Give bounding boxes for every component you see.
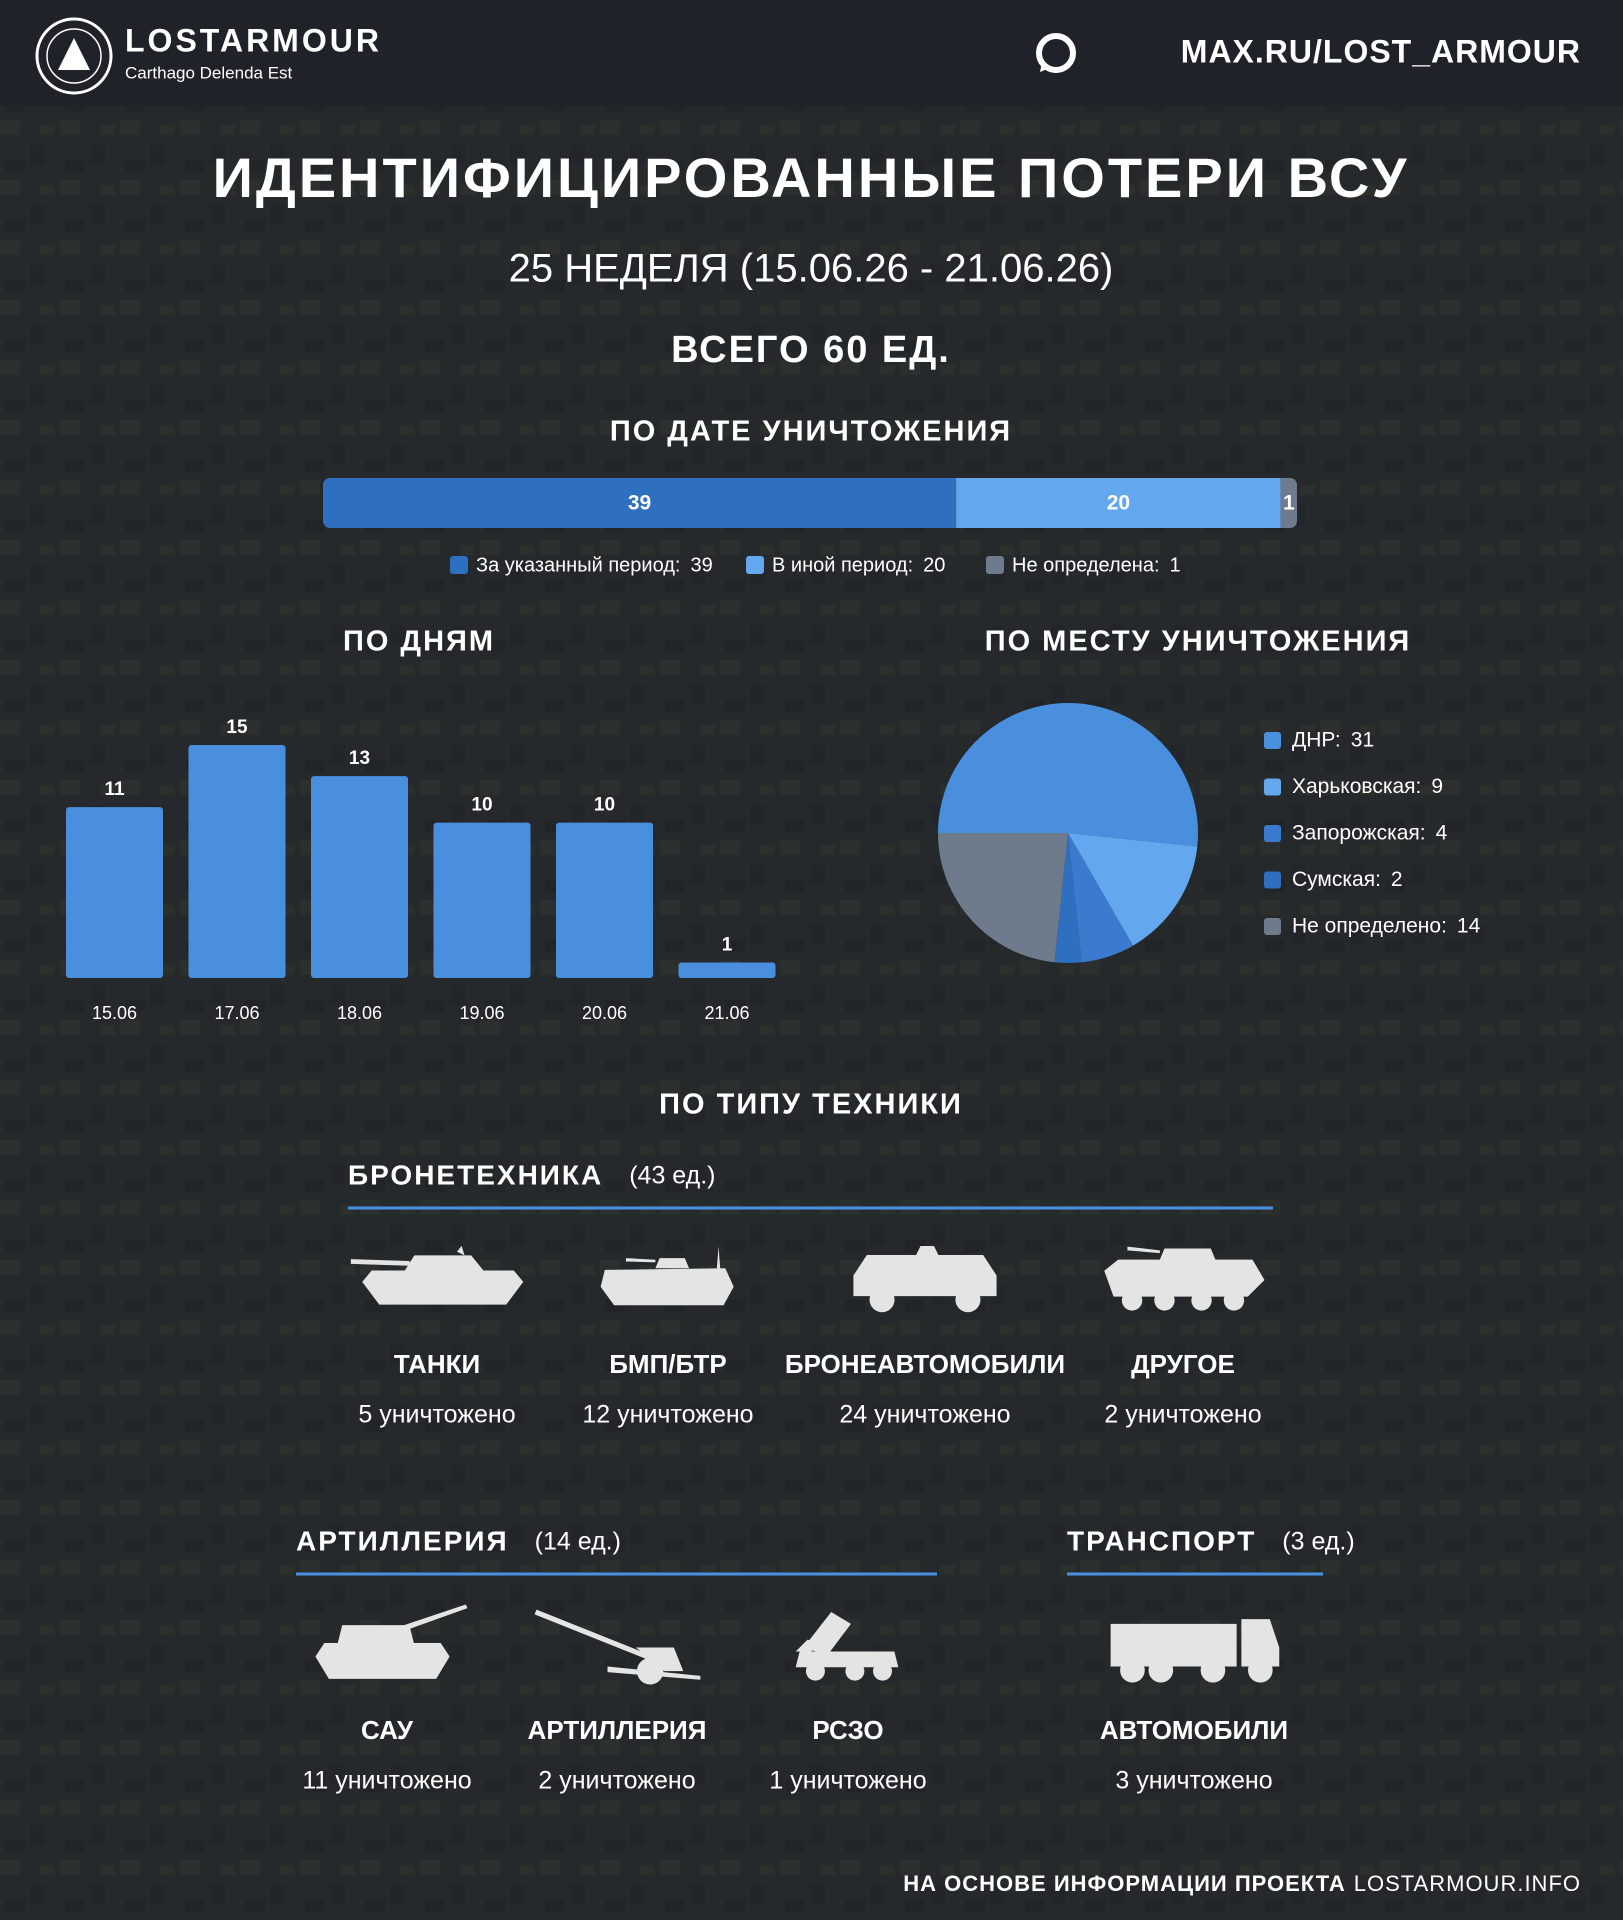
group-title: БРОНЕТЕХНИКА: [348, 1159, 603, 1190]
legend-marker: [1264, 732, 1281, 749]
item-name: АВТОМОБИЛИ: [1100, 1715, 1288, 1745]
footer-text: НА ОСНОВЕ ИНФОРМАЦИИ ПРОЕКТА: [903, 1871, 1345, 1896]
bar-value: 15: [226, 717, 248, 738]
section-title: ПО ДНЯМ: [343, 626, 495, 658]
bar-label: 39: [628, 492, 651, 515]
pie-slice: [938, 703, 1198, 847]
legend-label: Не определена:: [1012, 554, 1160, 576]
legend-marker: [1264, 871, 1281, 889]
item-name: РСЗО: [812, 1715, 883, 1745]
legend-label: Сумская:: [1292, 868, 1381, 891]
bar: [66, 807, 163, 978]
legend-marker: [1264, 918, 1281, 935]
link-icon: [1036, 33, 1076, 73]
bar: [433, 822, 531, 978]
item-name: САУ: [361, 1715, 414, 1745]
legend-marker: [450, 556, 468, 574]
legend-marker: [986, 556, 1004, 574]
item-name: АРТИЛЛЕРИЯ: [528, 1715, 707, 1745]
legend-value: 9: [1431, 775, 1443, 798]
legend-value: 20: [923, 554, 945, 576]
pie-slice: [938, 833, 1068, 963]
group-count: (43 ед.): [629, 1162, 715, 1190]
bar-value: 10: [594, 795, 615, 816]
item-count: 5 уничтожено: [358, 1401, 515, 1429]
title: ИДЕНТИФИЦИРОВАННЫЕ ПОТЕРИ ВСУ: [213, 146, 1410, 209]
group-title: ТРАНСПОРТ: [1067, 1525, 1256, 1556]
legend-label: В иной период:: [772, 554, 913, 576]
legend-label: Не определено:: [1292, 915, 1447, 938]
item-count: 24 уничтожено: [839, 1401, 1010, 1429]
item-count: 2 уничтожено: [1104, 1401, 1261, 1429]
bar-value: 11: [104, 779, 125, 800]
legend-value: 39: [691, 554, 713, 576]
legend-label: Запорожская:: [1292, 822, 1426, 845]
bar-label: 20: [1107, 492, 1130, 515]
legend-value: 4: [1436, 822, 1448, 845]
legend-marker: [1264, 825, 1281, 842]
pie-slice: [1068, 833, 1133, 963]
total: ВСЕГО 60 ЕД.: [671, 329, 951, 371]
group-title: АРТИЛЛЕРИЯ: [296, 1525, 509, 1556]
item-count: 1 уничтожено: [769, 1767, 926, 1795]
legend-value: 2: [1391, 868, 1403, 891]
legend-marker: [1264, 778, 1281, 796]
group-count: (14 ед.): [535, 1528, 621, 1556]
bar-value: 1: [722, 934, 733, 955]
legend-value: 1: [1170, 554, 1181, 576]
bar-segment: [1280, 478, 1297, 528]
x-tick-label: 17.06: [214, 1003, 259, 1023]
footer-link: LOSTARMOUR.INFO: [1354, 1871, 1581, 1896]
item-count: 3 уничтожено: [1115, 1767, 1272, 1795]
pie-slice: [1068, 833, 1198, 946]
x-tick-label: 20.06: [582, 1003, 627, 1023]
x-tick-label: 15.06: [92, 1003, 137, 1023]
section-title: ПО ДАТЕ УНИЧТОЖЕНИЯ: [610, 416, 1012, 448]
header-link: MAX.RU/LOST_ARMOUR: [1181, 33, 1581, 69]
brand: LOSTARMOUR: [125, 22, 382, 58]
legend-label: За указанный период:: [476, 554, 681, 576]
item-name: ТАНКИ: [394, 1349, 480, 1379]
item-name: ДРУГОЕ: [1131, 1349, 1235, 1379]
legend-marker: [746, 556, 764, 574]
item-count: 12 уничтожено: [582, 1401, 753, 1429]
bar: [188, 745, 286, 978]
item-count: 11 уничтожено: [302, 1767, 471, 1795]
legend-value: 14: [1457, 915, 1481, 938]
legend-value: 31: [1351, 729, 1374, 752]
bar: [678, 962, 776, 978]
item-name: БМП/БТР: [609, 1349, 727, 1379]
bar-segment: [956, 478, 1281, 528]
logo: [35, 17, 113, 95]
pie-slice: [1054, 833, 1082, 963]
section-title: ПО ТИПУ ТЕХНИКИ: [659, 1089, 963, 1121]
header-bar: [0, 0, 1623, 106]
group-count: (3 ед.): [1282, 1528, 1354, 1556]
legend-label: Харьковская:: [1292, 775, 1421, 798]
subtitle: 25 НЕДЕЛЯ (15.06.26 - 21.06.26): [509, 247, 1114, 291]
section-title: ПО МЕСТУ УНИЧТОЖЕНИЯ: [985, 626, 1412, 658]
bar-segment: [323, 478, 957, 528]
bar-value: 13: [349, 748, 370, 769]
x-tick-label: 18.06: [337, 1003, 382, 1023]
item-name: БРОНЕАВТОМОБИЛИ: [785, 1349, 1065, 1379]
bar-value: 10: [471, 795, 492, 816]
tagline: Carthago Delenda Est: [125, 63, 293, 82]
x-tick-label: 21.06: [704, 1003, 749, 1023]
bar-label: 1: [1283, 492, 1295, 515]
bar: [311, 776, 408, 978]
legend-label: ДНР:: [1292, 729, 1341, 752]
x-tick-label: 19.06: [459, 1003, 504, 1023]
item-count: 2 уничтожено: [538, 1767, 695, 1795]
bar: [556, 822, 653, 978]
